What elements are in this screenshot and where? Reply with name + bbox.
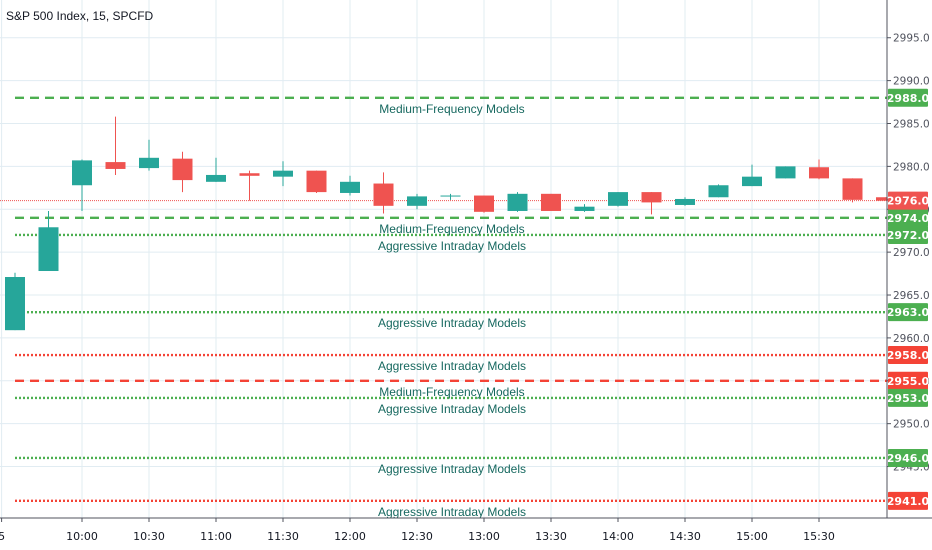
candle-body (340, 181, 360, 193)
candle-body (541, 193, 561, 211)
candle-body (474, 195, 494, 212)
price-tick-label: 2980.0 (893, 161, 930, 173)
candle-body (708, 185, 729, 198)
price-tick-label: 2990.0 (893, 76, 930, 88)
level-line-label: Aggressive Intraday Models (378, 462, 526, 476)
time-tick-label: 15:00 (736, 530, 768, 543)
candle-body (641, 192, 662, 203)
candle-body (306, 170, 327, 193)
price-badge (888, 491, 928, 510)
price-badge-label: 2941.0 (887, 495, 930, 508)
price-tick-label: 2960.0 (893, 333, 930, 345)
time-tick-label: 13:30 (535, 530, 567, 543)
time-tick-label: 5 (0, 530, 5, 543)
price-tick-label: 2950.0 (893, 419, 930, 431)
price-badge (888, 208, 928, 227)
candles (5, 116, 896, 331)
candle-body (507, 193, 528, 211)
time-tick-label: 14:00 (602, 530, 634, 543)
candle-body (206, 174, 226, 182)
price-badge (888, 346, 928, 365)
price-badge (888, 191, 928, 210)
candle-body (742, 176, 762, 187)
level-line-label: Aggressive Intraday Models (378, 316, 526, 330)
price-badge-label: 2988.0 (887, 92, 930, 105)
price-badge (888, 371, 928, 390)
level-labels: Medium-Frequency Models Medium-Frequency … (378, 102, 526, 519)
price-badge (888, 448, 928, 467)
chart-title: S&P 500 Index, 15, SPCFD (6, 9, 154, 23)
candle-body (105, 162, 126, 169)
level-line-label: Medium-Frequency Models (379, 222, 524, 236)
candle-body (139, 157, 159, 169)
candle-body (172, 158, 193, 181)
level-line-label: Medium-Frequency Models (379, 102, 524, 116)
price-badge (888, 88, 928, 107)
candle-body (842, 178, 863, 200)
candle-body (5, 277, 25, 331)
level-lines (15, 96, 887, 503)
candle-body (675, 198, 695, 205)
price-badge-label: 2946.0 (887, 452, 930, 465)
candle-body (273, 170, 293, 177)
time-tick-label: 10:30 (133, 530, 165, 543)
level-line-label: Aggressive Intraday Models (378, 359, 526, 373)
time-axis[interactable]: 5 10:00 10:30 11:00 11:30 12:00 12:30 13:00 13:3… (0, 518, 835, 543)
price-badge (888, 303, 928, 322)
time-tick-label: 11:00 (200, 530, 232, 543)
price-tick-label: 2985.0 (893, 118, 930, 130)
price-badge (888, 388, 928, 407)
price-badge-label: 2963.0 (887, 306, 930, 319)
time-tick-label: 12:30 (401, 530, 433, 543)
candle-body (373, 183, 394, 206)
price-badge-label: 2953.0 (887, 392, 930, 405)
price-badges: 2988.0 2974.0 2972.0 2963.0 2958.0 2955.0 2953… (887, 88, 930, 510)
candle-body (809, 167, 829, 179)
time-tick-label: 11:30 (267, 530, 299, 543)
price-badge-label: 2972.0 (887, 229, 930, 242)
price-badge-label: 2958.0 (887, 349, 930, 362)
level-line-label: Aggressive Intraday Models (378, 402, 526, 416)
price-badge-label: 2955.0 (887, 375, 930, 388)
candle-body (608, 192, 628, 206)
price-axis[interactable]: 2945.02950.02955.02960.02965.02970.02975… (887, 33, 930, 474)
candle-body (440, 195, 461, 197)
candle-body (72, 160, 92, 186)
candle-body (407, 196, 427, 206)
time-tick-label: 15:30 (803, 530, 835, 543)
level-line-label: Medium-Frequency Models (379, 385, 524, 399)
time-tick-label: 14:30 (669, 530, 701, 543)
candle-body (239, 173, 260, 176)
price-tick-label: 2995.0 (893, 33, 930, 45)
price-badge-label: 2974.0 (887, 212, 930, 225)
price-tick-label: 2970.0 (893, 247, 930, 259)
candle-body (876, 197, 896, 201)
time-tick-label: 13:00 (468, 530, 500, 543)
candle-body (574, 206, 595, 211)
level-line-label: Aggressive Intraday Models (378, 505, 526, 519)
price-badge-label: 2976.0 (887, 195, 930, 208)
candle-body (775, 166, 796, 179)
time-tick-label: 10:00 (66, 530, 98, 543)
candle-body (38, 227, 59, 272)
price-badge (888, 225, 928, 244)
level-line-label: Aggressive Intraday Models (378, 239, 526, 253)
price-tick-label: 2965.0 (893, 290, 930, 302)
time-tick-label: 12:00 (334, 530, 366, 543)
